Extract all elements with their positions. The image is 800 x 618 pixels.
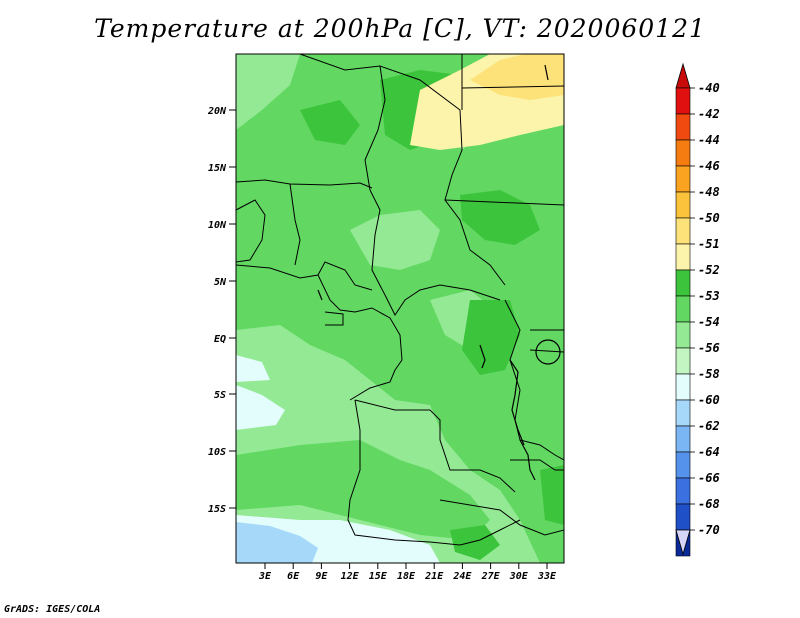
latitude-axis: 20N 15N 10N 5N EQ 5S 10S 15S [207,106,236,515]
lon-tick-label: 33E [537,571,557,582]
colorbar-segment [675,451,691,479]
colorbar-label: -46 [698,159,720,173]
grads-credit: GrADS: IGES/COLA [4,604,101,615]
field-band-minus53 [440,385,564,500]
colorbar-label: -56 [698,341,720,355]
lat-tick-label: EQ [214,334,226,345]
colorbar-top-arrow [675,62,691,89]
field-band-minus56 [236,355,270,382]
lat-tick-label: 15S [208,504,226,515]
colorbar-label: -42 [698,107,720,121]
lon-tick-label: 9E [315,571,328,582]
colorbar-label: -64 [698,445,720,459]
colorbar-label: -54 [698,315,720,329]
field-band-minus50 [470,54,564,100]
colorbar-segment [675,425,691,453]
country-borders [236,54,564,546]
colorbar-segment [675,269,691,297]
colorbar-label: -53 [698,289,720,303]
colorbar-segment [675,113,691,141]
colorbar-label: -62 [698,419,720,433]
colorbar-label: -50 [698,211,720,225]
lon-tick-label: 3E [258,571,272,582]
lat-tick-label: 5N [214,277,227,288]
lat-tick-label: 5S [214,390,226,401]
colorbar-segment [675,373,691,401]
field-band-minus52 [540,465,564,525]
lon-tick-label: 30E [509,571,529,582]
colorbar-label: -58 [698,367,720,381]
temperature-field [236,54,564,563]
colorbar-label: -40 [698,81,720,95]
lat-tick-label: 10S [208,447,226,458]
colorbar-label: -44 [698,133,720,147]
colorbar-label: -60 [698,393,720,407]
colorbar-segment [675,503,691,531]
field-band-minus54 [236,54,300,130]
lon-tick-label: 21E [424,571,444,582]
lon-tick-label: 18E [397,571,416,582]
field-band-minus53 [236,440,490,540]
field-band-minus52 [450,525,500,560]
longitude-axis: 3E 6E 9E 12E 15E 18E 21E 24E 27E 30E 33E [258,563,557,582]
lon-tick-label: 27E [481,571,501,582]
field-band-minus52 [460,190,540,245]
colorbar: -40 -42 -44 -46 -48 -50 -51 -52 -53 -54 -56 -58 -60 -… [675,62,720,557]
field-band-minus52 [300,100,360,145]
colorbar-segment [675,165,691,193]
map-frame [235,53,565,564]
lon-tick-label: 6E [287,571,300,582]
colorbar-segment [675,321,691,349]
colorbar-segment [675,347,691,375]
colorbar-segment [675,139,691,167]
lon-tick-label: 12E [341,571,360,582]
colorbar-segment [675,477,691,505]
map-title: Temperature at 200hPa [C], VT: 202006012… [94,14,706,43]
colorbar-segment [675,87,691,115]
lon-tick-label: 24E [452,571,472,582]
colorbar-label: -70 [698,523,720,537]
field-band-minus54 [350,210,440,270]
lon-tick-label: 15E [369,571,388,582]
lat-tick-label: 20N [207,106,227,117]
colorbar-segment [675,399,691,427]
lat-tick-label: 15N [208,163,227,174]
colorbar-segment [675,295,691,323]
colorbar-label: -51 [698,237,720,251]
lakes-coastline [317,64,561,481]
field-band-minus56 [236,385,285,430]
colorbar-segment [675,191,691,219]
colorbar-label: -68 [698,497,720,511]
colorbar-segment [675,243,691,271]
lat-tick-label: 10N [208,220,227,231]
colorbar-label: -66 [698,471,720,485]
colorbar-label: -52 [698,263,720,277]
colorbar-label: -48 [698,185,720,199]
colorbar-segment [675,217,691,245]
colorbar-bottom-arrow [675,529,691,556]
field-band-minus58 [236,522,318,563]
field-band-minus52 [462,300,520,375]
